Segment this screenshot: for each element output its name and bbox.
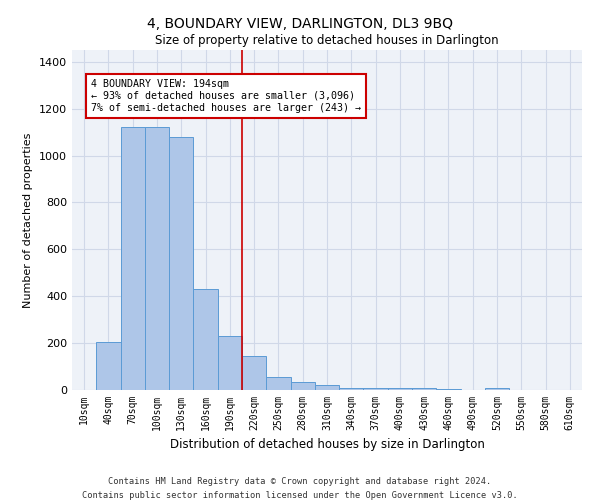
Bar — [96, 342, 121, 390]
Bar — [169, 137, 193, 390]
Bar — [388, 388, 412, 390]
Bar — [193, 289, 218, 390]
Text: Contains HM Land Registry data © Crown copyright and database right 2024.
Contai: Contains HM Land Registry data © Crown c… — [82, 478, 518, 500]
Text: 4 BOUNDARY VIEW: 194sqm
← 93% of detached houses are smaller (3,096)
7% of semi-: 4 BOUNDARY VIEW: 194sqm ← 93% of detache… — [91, 80, 361, 112]
Bar — [339, 388, 364, 390]
Bar — [290, 382, 315, 390]
Title: Size of property relative to detached houses in Darlington: Size of property relative to detached ho… — [155, 34, 499, 48]
Bar — [364, 388, 388, 390]
Bar — [412, 388, 436, 390]
Bar — [242, 356, 266, 390]
Bar — [121, 128, 145, 390]
Text: 4, BOUNDARY VIEW, DARLINGTON, DL3 9BQ: 4, BOUNDARY VIEW, DARLINGTON, DL3 9BQ — [147, 18, 453, 32]
Bar — [485, 388, 509, 390]
Bar — [218, 336, 242, 390]
Bar — [315, 386, 339, 390]
Bar — [436, 389, 461, 390]
Y-axis label: Number of detached properties: Number of detached properties — [23, 132, 34, 308]
X-axis label: Distribution of detached houses by size in Darlington: Distribution of detached houses by size … — [170, 438, 484, 452]
Bar — [266, 377, 290, 390]
Bar — [145, 128, 169, 390]
